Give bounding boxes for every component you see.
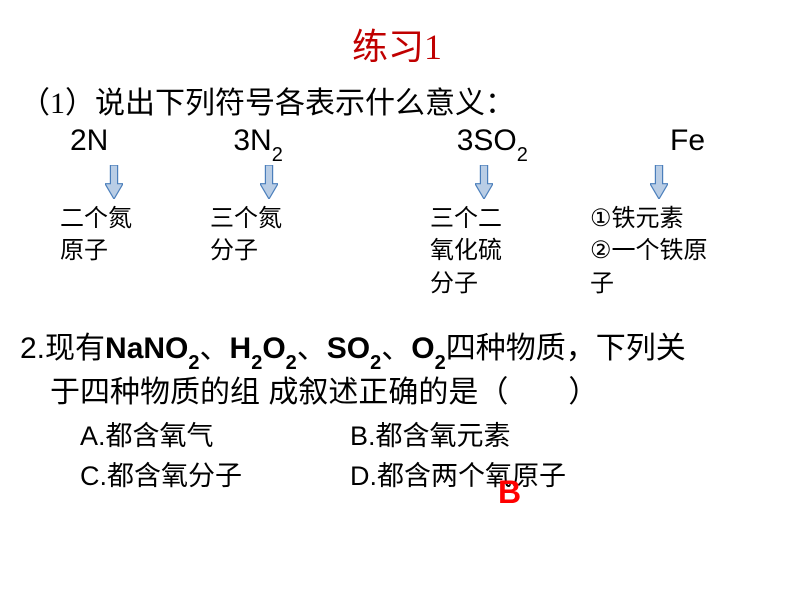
formula-1: 2N: [70, 124, 225, 158]
option-b: B.都含氧元素: [350, 416, 511, 457]
question-1-stem: （1）说出下列符号各表示什么意义：: [0, 78, 794, 122]
q1-answer-1: 二个氮 原子: [60, 203, 132, 268]
title-text: 练习1: [352, 27, 442, 67]
down-arrow-icon: [105, 165, 123, 199]
option-row-2: C.都含氧分子 D.都含两个氧原子: [80, 456, 794, 497]
q2-answer-letter: B: [498, 474, 521, 511]
chem-so2: SO2: [327, 332, 381, 365]
question-2-stem: 2.现有NaNO2、H2O2、SO2、O2四种物质，下列关 于四种物质的组 成叙…: [0, 329, 794, 414]
chem-h2o2: H2O2: [230, 332, 297, 365]
option-d: D.都含两个氧原子: [350, 456, 566, 497]
formula-4: Fe: [670, 124, 705, 158]
q2-options: A.都含氧气 B.都含氧元素 C.都含氧分子 D.都含两个氧原子: [0, 416, 794, 497]
q2-line2: 于四种物质的组 成叙述正确的是（ ）: [20, 373, 794, 414]
down-arrow-icon: [260, 165, 278, 199]
q1-number: （1）: [20, 87, 95, 120]
q2-prefix: 2.: [20, 332, 45, 365]
option-row-1: A.都含氧气 B.都含氧元素: [80, 416, 794, 457]
down-arrow-icon: [650, 165, 668, 199]
q1-answer-4: ①铁元素 ②一个铁原 子: [590, 203, 708, 300]
q1-answer-3: 三个二 氧化硫 分子: [430, 203, 502, 300]
q1-answers: 二个氮 原子 三个氮 分子 三个二 氧化硫 分子 ①铁元素 ②一个铁原 子: [0, 203, 794, 323]
down-arrow-icon: [475, 165, 493, 199]
formula-row: 2N 3N2 3SO2 Fe: [0, 124, 794, 163]
option-a: A.都含氧气: [80, 416, 350, 457]
formula-2: 3N2: [233, 124, 448, 163]
formula-3: 3SO2: [457, 124, 662, 163]
q1-text: 说出下列符号各表示什么意义：: [95, 87, 515, 120]
chem-o2: O2: [411, 332, 445, 365]
arrow-row: [0, 163, 794, 203]
exercise-title: 练习1: [0, 0, 794, 70]
q1-answer-2: 三个氮 分子: [210, 203, 282, 268]
option-c: C.都含氧分子: [80, 456, 350, 497]
chem-nano2: NaNO2: [105, 332, 199, 365]
